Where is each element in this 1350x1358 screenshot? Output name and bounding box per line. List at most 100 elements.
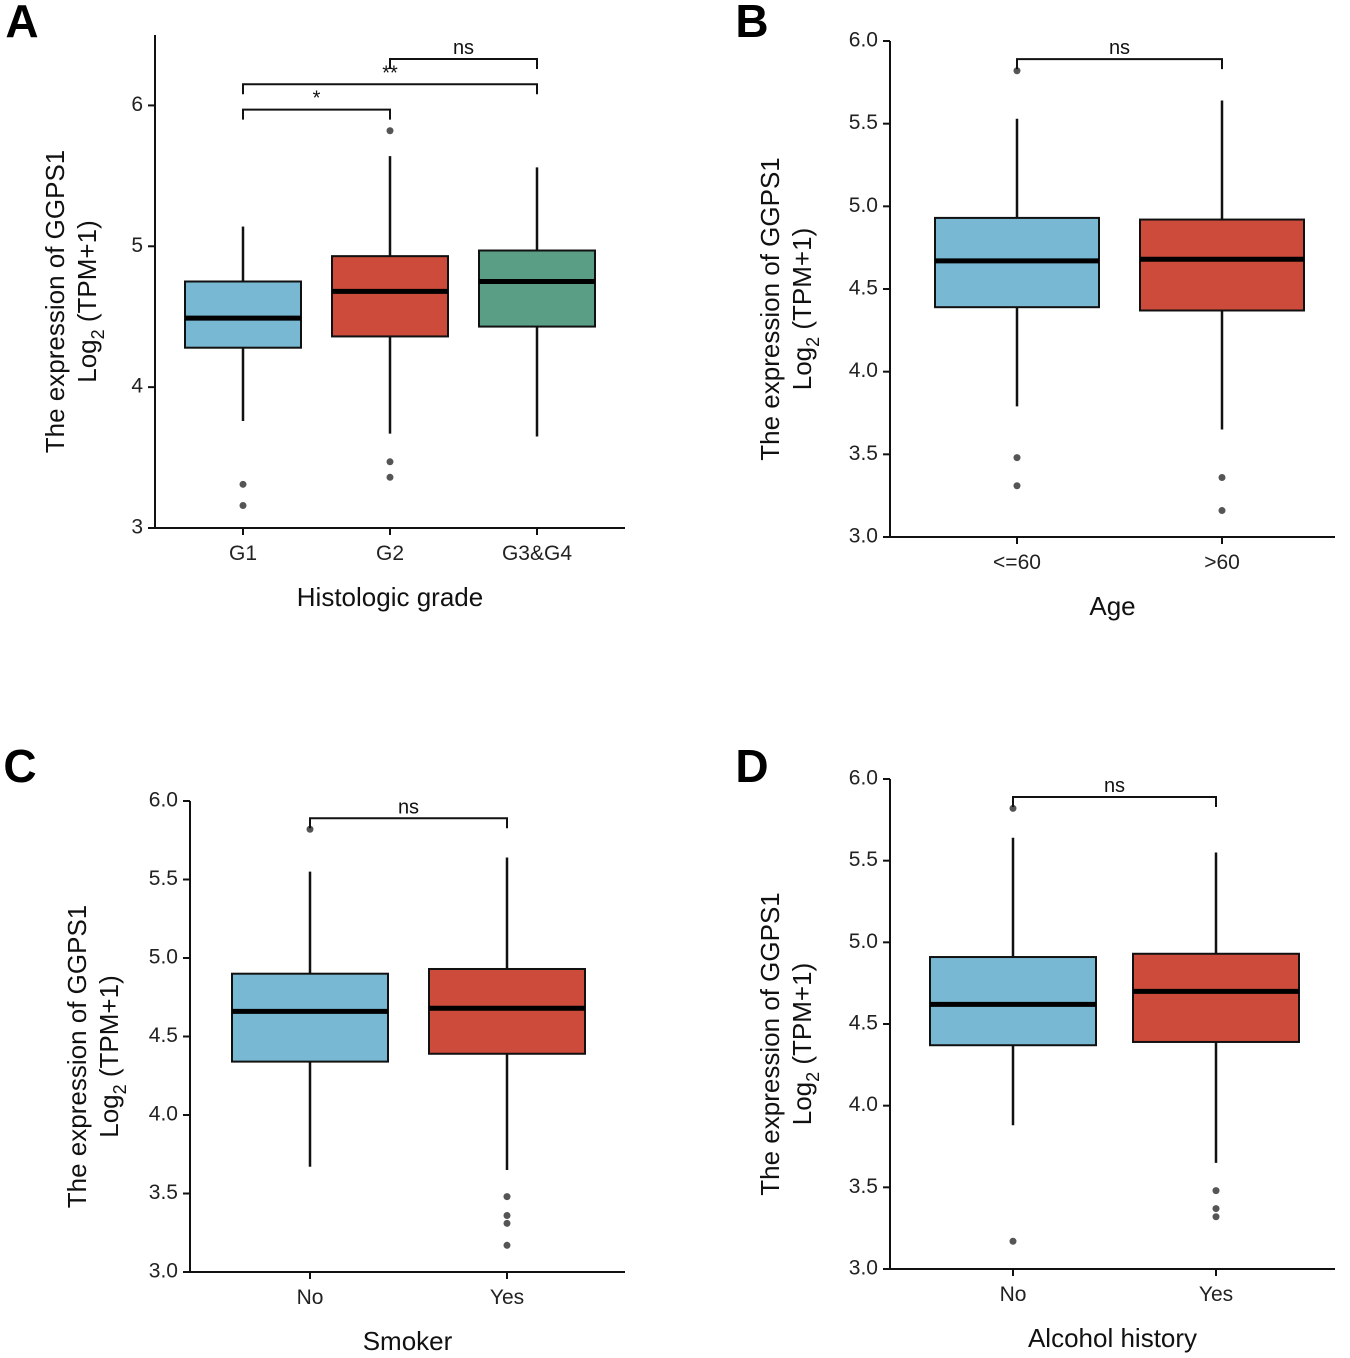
significance-bracket <box>242 108 391 120</box>
log-subscript: 2 <box>803 1072 823 1082</box>
y-axis-label-line1: The expression of GGPS1 <box>755 892 785 1195</box>
y-tick-label: 4.0 <box>849 359 878 382</box>
box-body <box>1132 952 1300 1043</box>
outlier-point <box>1013 67 1021 75</box>
significance-label: ns <box>398 796 419 818</box>
y-tick-label: 5.5 <box>849 848 878 871</box>
box-body <box>1139 218 1305 312</box>
y-tick-label: 4.5 <box>149 1024 178 1047</box>
outlier-point <box>386 473 394 481</box>
y-tick-label: 4.0 <box>149 1103 178 1126</box>
y-tick-label: 3.5 <box>849 442 878 465</box>
y-tick-label: 5 <box>131 234 143 257</box>
x-tick-label: No <box>1000 1283 1027 1306</box>
y-tick-label: 6.0 <box>849 29 878 52</box>
box-<=60 <box>934 67 1100 490</box>
box-body <box>478 249 596 328</box>
significance-bracket <box>309 817 508 829</box>
box-No <box>231 825 389 1167</box>
x-axis-label: Age <box>1089 591 1135 621</box>
y-tick-label: 6.0 <box>849 767 878 790</box>
log-text: Log <box>787 1082 817 1125</box>
box-Yes <box>1132 852 1300 1221</box>
y-axis-label-line2: Log2 (TPM+1) <box>94 975 130 1137</box>
unit-text: (TPM+1) <box>787 963 817 1072</box>
significance-label: ** <box>382 62 398 84</box>
y-axis-label-line2: Log2 (TPM+1) <box>787 228 823 390</box>
x-tick-label: <=60 <box>993 551 1041 574</box>
y-tick-label: 3.0 <box>849 525 878 548</box>
y-tick-label: 3.5 <box>849 1175 878 1198</box>
y-tick-label: 4.5 <box>849 1012 878 1035</box>
outlier-point <box>1218 473 1226 481</box>
significance-label: ns <box>453 37 474 59</box>
significance-label: ns <box>1104 775 1125 797</box>
significance-bracket <box>242 83 538 95</box>
panel-a: A 3 4 5 6 The expression of GGPS1 Log2 (TPM+1)… <box>5 0 625 612</box>
unit-text: (TPM+1) <box>72 220 102 329</box>
log-text: Log <box>94 1094 124 1137</box>
x-tick-label: G1 <box>229 542 257 565</box>
y-axis-label-line1: The expression of GGPS1 <box>62 905 92 1208</box>
x-tick-label: No <box>297 1286 324 1309</box>
outlier-point <box>1013 482 1021 490</box>
box-body <box>428 967 586 1055</box>
panel-label: C <box>3 740 36 792</box>
x-tick-label: Yes <box>490 1286 524 1309</box>
outlier-point <box>503 1193 511 1201</box>
log-subscript: 2 <box>88 329 108 339</box>
outlier-point <box>503 1219 511 1227</box>
box-G2 <box>331 127 449 481</box>
y-tick-label: 5.0 <box>849 194 878 217</box>
outlier-point <box>239 501 247 509</box>
log-subscript: 2 <box>803 337 823 347</box>
significance-label: * <box>313 88 321 110</box>
outlier-point <box>1212 1187 1220 1195</box>
y-tick-label: 5.0 <box>849 930 878 953</box>
outlier-point <box>1009 804 1017 812</box>
significance-label: ns <box>1109 37 1130 59</box>
y-tick-label: 5.5 <box>149 867 178 890</box>
y-tick-label: 4.5 <box>849 277 878 300</box>
outlier-point <box>239 480 247 488</box>
y-axis-label-line1: The expression of GGPS1 <box>755 157 785 460</box>
x-axis-label: Histologic grade <box>297 582 483 612</box>
y-tick-label: 5.5 <box>849 111 878 134</box>
outlier-point <box>1013 454 1021 462</box>
box-body <box>184 280 302 349</box>
y-tick-label: 5.0 <box>149 946 178 969</box>
significance-bracket <box>1016 58 1223 70</box>
x-tick-label: Yes <box>1199 1283 1233 1306</box>
box-body <box>331 255 449 338</box>
y-axis-label-line1: The expression of GGPS1 <box>40 150 70 453</box>
y-tick-label: 4 <box>131 375 143 398</box>
unit-text: (TPM+1) <box>787 228 817 337</box>
box-Yes <box>428 857 586 1249</box>
panel-c: C 3.0 3.5 4.0 4.5 5.0 5.5 6.0 The expression of … <box>3 740 625 1356</box>
panel-label: B <box>735 0 768 47</box>
x-tick-label: G2 <box>376 542 404 565</box>
y-tick-label: 3 <box>131 516 143 539</box>
x-axis-label: Alcohol history <box>1028 1323 1197 1353</box>
outlier-point <box>306 825 314 833</box>
x-tick-label: G3&G4 <box>502 542 572 565</box>
box-body <box>929 956 1097 1047</box>
outlier-point <box>1212 1205 1220 1213</box>
x-axis-label: Smoker <box>363 1326 453 1356</box>
outlier-point <box>1009 1237 1017 1245</box>
y-tick-label: 4.0 <box>849 1093 878 1116</box>
significance-bracket <box>1012 795 1217 807</box>
outlier-point <box>386 458 394 466</box>
outlier-point <box>1218 507 1226 515</box>
log-subscript: 2 <box>110 1084 130 1094</box>
box-G3&G4 <box>478 167 596 437</box>
y-axis-label-line2: Log2 (TPM+1) <box>787 963 823 1125</box>
y-tick-label: 3.5 <box>149 1181 178 1204</box>
y-tick-label: 6 <box>131 93 143 116</box>
box-G1 <box>184 226 302 509</box>
significance-bracket <box>389 57 538 69</box>
outlier-point <box>386 127 394 135</box>
panel-d: D 3.0 3.5 4.0 4.5 5.0 5.5 6.0 The expression of … <box>735 740 1335 1353</box>
x-tick-label: >60 <box>1204 551 1240 574</box>
